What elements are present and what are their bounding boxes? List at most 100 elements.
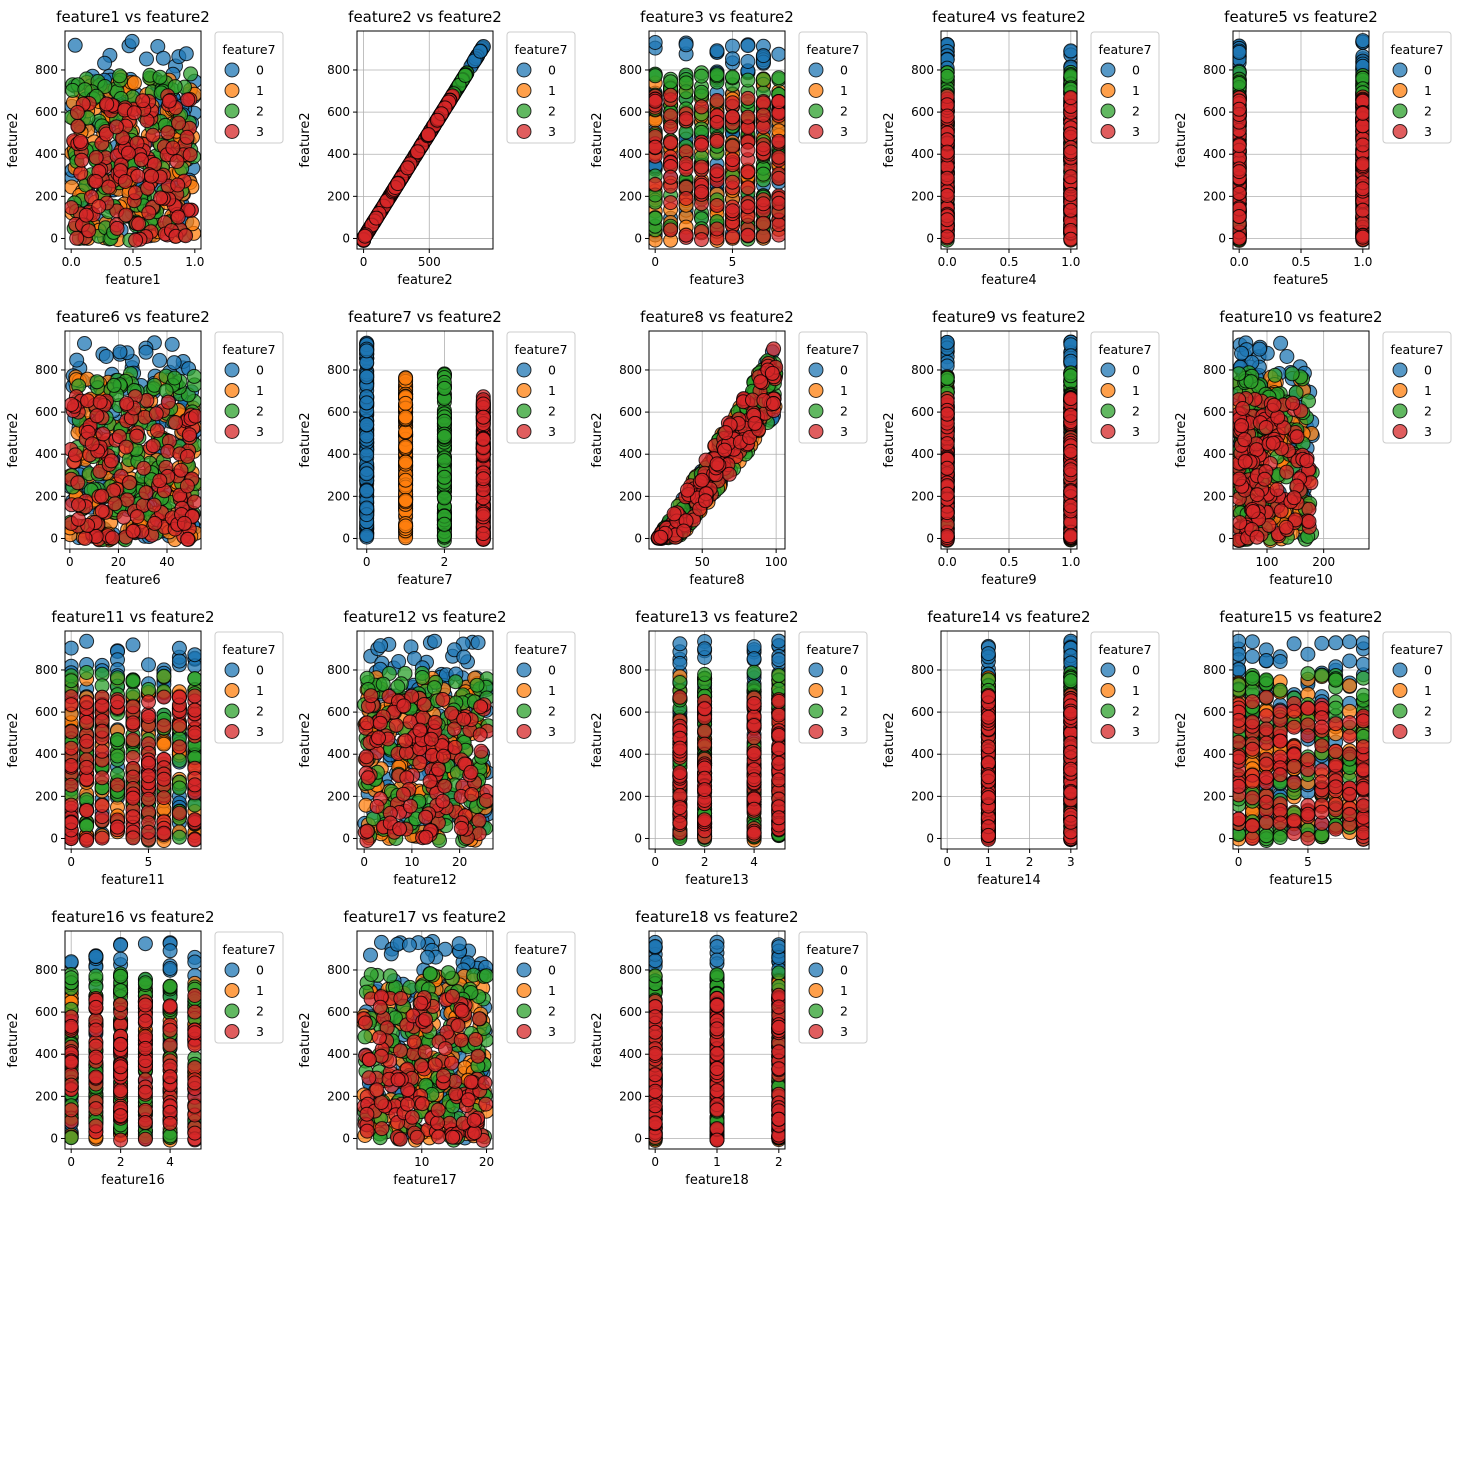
data-point — [85, 437, 99, 451]
data-point — [1064, 127, 1078, 141]
data-point — [78, 531, 92, 545]
data-point — [648, 69, 662, 83]
data-point — [168, 371, 182, 385]
data-point — [679, 228, 693, 242]
points — [63, 336, 203, 547]
data-point — [70, 231, 84, 245]
data-point — [1232, 231, 1246, 245]
data-point — [399, 493, 413, 507]
data-point — [72, 498, 86, 512]
data-point — [81, 394, 95, 408]
points — [648, 36, 786, 248]
data-point — [184, 67, 198, 81]
data-point — [411, 145, 425, 159]
legend-label: 3 — [840, 424, 848, 439]
y-tick-label: 400 — [1203, 147, 1226, 161]
axes-frame — [357, 331, 493, 549]
data-point — [360, 448, 374, 462]
data-point — [940, 230, 954, 244]
data-point — [82, 224, 96, 238]
legend-label: 3 — [256, 424, 264, 439]
y-tick-label: 200 — [619, 189, 642, 203]
data-point — [695, 160, 709, 174]
data-point — [171, 210, 185, 224]
x-tick-label: 0.0 — [62, 255, 81, 269]
data-point — [772, 150, 786, 164]
y-tick-label: 600 — [619, 105, 642, 119]
subplot-title: feature8 vs feature2 — [640, 308, 794, 326]
y-tick-label: 200 — [327, 489, 350, 503]
y-tick-label: 200 — [911, 189, 934, 203]
data-point — [772, 171, 786, 185]
data-point — [145, 169, 159, 183]
data-point — [109, 120, 123, 134]
legend-label: 0 — [256, 363, 264, 378]
data-point — [476, 432, 490, 446]
legend-label: 0 — [548, 363, 556, 378]
x-tick-label: 5 — [729, 255, 737, 269]
data-point — [126, 524, 140, 538]
legend-marker — [225, 84, 239, 98]
data-point — [726, 204, 740, 218]
data-point — [360, 501, 374, 515]
x-tick-label: 1.0 — [1061, 255, 1080, 269]
data-point — [695, 185, 709, 199]
data-point — [73, 135, 87, 149]
data-point — [756, 167, 770, 181]
data-point — [399, 440, 413, 454]
legend-label: 2 — [840, 404, 848, 419]
legend-label: 0 — [840, 363, 848, 378]
data-point — [180, 479, 194, 493]
data-point — [1356, 203, 1370, 217]
y-tick-label: 400 — [619, 447, 642, 461]
y-axis-label: feature2 — [590, 412, 605, 467]
x-tick-label: 0 — [651, 255, 659, 269]
data-point — [147, 498, 161, 512]
y-tick-label: 400 — [327, 447, 350, 461]
data-point — [134, 153, 148, 167]
y-tick-label: 400 — [911, 147, 934, 161]
data-point — [149, 407, 163, 421]
data-point — [1232, 77, 1246, 91]
legend-marker — [809, 84, 823, 98]
legend-label: 1 — [1424, 83, 1432, 98]
data-point — [710, 44, 724, 58]
legend-marker — [1101, 63, 1115, 77]
legend-label: 2 — [256, 404, 264, 419]
data-point — [476, 472, 490, 486]
legend-label: 1 — [840, 83, 848, 98]
data-point — [756, 142, 770, 156]
data-point — [399, 519, 413, 533]
legend-marker — [225, 63, 239, 77]
data-point — [121, 146, 135, 160]
y-axis-label: feature2 — [298, 412, 313, 467]
data-point — [70, 106, 84, 120]
data-point — [146, 128, 160, 142]
legend-label: 2 — [548, 104, 556, 119]
data-point — [437, 381, 451, 395]
data-point — [648, 94, 662, 108]
data-point — [458, 68, 472, 82]
points — [651, 342, 783, 546]
legend-marker — [225, 425, 239, 439]
data-point — [765, 366, 779, 380]
data-point — [104, 454, 118, 468]
y-axis-label: feature2 — [6, 412, 21, 467]
legend-marker — [809, 404, 823, 418]
legend-marker — [517, 125, 531, 139]
data-point — [167, 356, 181, 370]
data-point — [741, 55, 755, 69]
y-tick-label: 600 — [619, 405, 642, 419]
data-point — [74, 166, 88, 180]
x-tick-label: 0 — [66, 555, 74, 569]
data-point — [710, 222, 724, 236]
legend-marker — [225, 363, 239, 377]
y-tick-label: 600 — [911, 105, 934, 119]
data-point — [136, 94, 150, 108]
